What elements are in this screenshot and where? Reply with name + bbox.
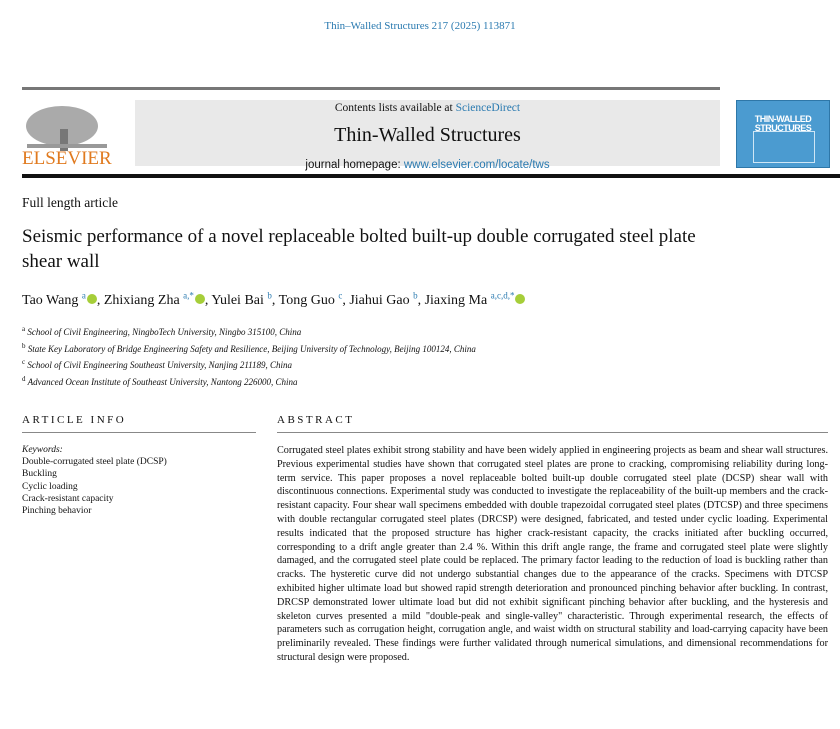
- affiliation: b State Key Laboratory of Bridge Enginee…: [22, 340, 476, 357]
- author[interactable]: Tong Guo c,: [278, 290, 350, 308]
- author-affiliation-marker[interactable]: b: [267, 290, 272, 300]
- journal-title: Thin-Walled Structures: [334, 124, 521, 146]
- author-name[interactable]: Tong Guo: [278, 292, 335, 308]
- orcid-icon[interactable]: [515, 293, 526, 304]
- author-affiliation-marker[interactable]: a: [81, 290, 86, 300]
- elsevier-wordmark: ELSEVIER: [22, 148, 112, 169]
- affiliation-text: State Key Laboratory of Bridge Engineeri…: [27, 343, 476, 354]
- article-type: Full length article: [22, 195, 118, 210]
- author[interactable]: Tao Wang a,: [22, 290, 104, 308]
- journal-citation[interactable]: Thin–Walled Structures 217 (2025) 113871: [324, 20, 516, 32]
- author-name[interactable]: Yulei Bai: [211, 292, 264, 308]
- elsevier-tree-logo: [26, 106, 107, 151]
- journal-cover[interactable]: THIN-WALLED STRUCTURES: [736, 100, 830, 168]
- affiliations: a School of Civil Engineering, NingboTec…: [22, 323, 476, 389]
- author-affiliation-marker[interactable]: b: [413, 290, 418, 300]
- cover-title: THIN-WALLED STRUCTURES: [754, 114, 812, 133]
- keywords: Keywords: Double-corrugated steel plate (…: [22, 444, 167, 517]
- author[interactable]: Jiaxing Ma a,c,d,*: [424, 290, 526, 308]
- affiliation-text: School of Civil Engineering, NingboTech …: [27, 327, 302, 337]
- divider: [22, 174, 840, 178]
- keyword: Crack-resistant capacity: [22, 493, 114, 504]
- abstract-text: Corrugated steel plates exhibit strong s…: [277, 445, 828, 663]
- divider: [22, 432, 256, 433]
- keyword: Pinching behavior: [22, 506, 92, 517]
- keyword: Double-corrugated steel plate (DCSP): [22, 457, 167, 468]
- orcid-icon[interactable]: [86, 293, 97, 304]
- keyword: Buckling: [22, 469, 57, 480]
- keyword: Cyclic loading: [22, 481, 78, 492]
- affiliation-marker: a: [22, 325, 26, 333]
- affiliation-text: Advanced Ocean Institute of Southeast Un…: [27, 376, 298, 387]
- author-affiliation-marker[interactable]: a,c,d,*: [490, 290, 515, 300]
- affiliation: d Advanced Ocean Institute of Southeast …: [22, 373, 476, 390]
- author-name[interactable]: Tao Wang: [22, 292, 79, 308]
- orcid-icon[interactable]: [194, 293, 205, 304]
- abstract-heading: ABSTRACT: [277, 414, 355, 426]
- article-title: Seismic performance of a novel replaceab…: [22, 226, 696, 272]
- article-info-heading: ARTICLE INFO: [22, 414, 127, 426]
- author-affiliation-marker[interactable]: c: [338, 290, 343, 300]
- sciencedirect-link[interactable]: ScienceDirect: [455, 102, 521, 114]
- homepage-link[interactable]: www.elsevier.com/locate/tws: [403, 159, 550, 171]
- author[interactable]: Yulei Bai b,: [211, 290, 279, 308]
- contents-label: Contents lists available at: [334, 102, 456, 114]
- divider: [22, 87, 720, 90]
- journal-header-box: Contents lists available at ScienceDirec…: [135, 100, 720, 171]
- affiliation-marker: c: [22, 358, 26, 366]
- author-name[interactable]: Jiahui Gao: [349, 292, 410, 308]
- divider: [277, 432, 828, 433]
- author[interactable]: Jiahui Gao b,: [349, 290, 425, 308]
- affiliation-marker: d: [22, 374, 26, 383]
- keywords-label: Keywords:: [22, 445, 63, 455]
- affiliation: c School of Civil Engineering Southeast …: [22, 356, 476, 373]
- affiliation: a School of Civil Engineering, NingboTec…: [22, 323, 476, 340]
- affiliation-text: School of Civil Engineering Southeast Un…: [27, 360, 293, 370]
- author-list: Tao Wang a, Zhixiang Zha a,*, Yulei Bai …: [22, 290, 526, 309]
- homepage-label: journal homepage:: [305, 159, 404, 171]
- author-name[interactable]: Jiaxing Ma: [424, 292, 488, 308]
- affiliation-marker: b: [22, 341, 26, 350]
- author-name[interactable]: Zhixiang Zha: [103, 292, 180, 308]
- author-affiliation-marker[interactable]: a,*: [183, 290, 194, 300]
- author[interactable]: Zhixiang Zha a,*,: [103, 290, 212, 308]
